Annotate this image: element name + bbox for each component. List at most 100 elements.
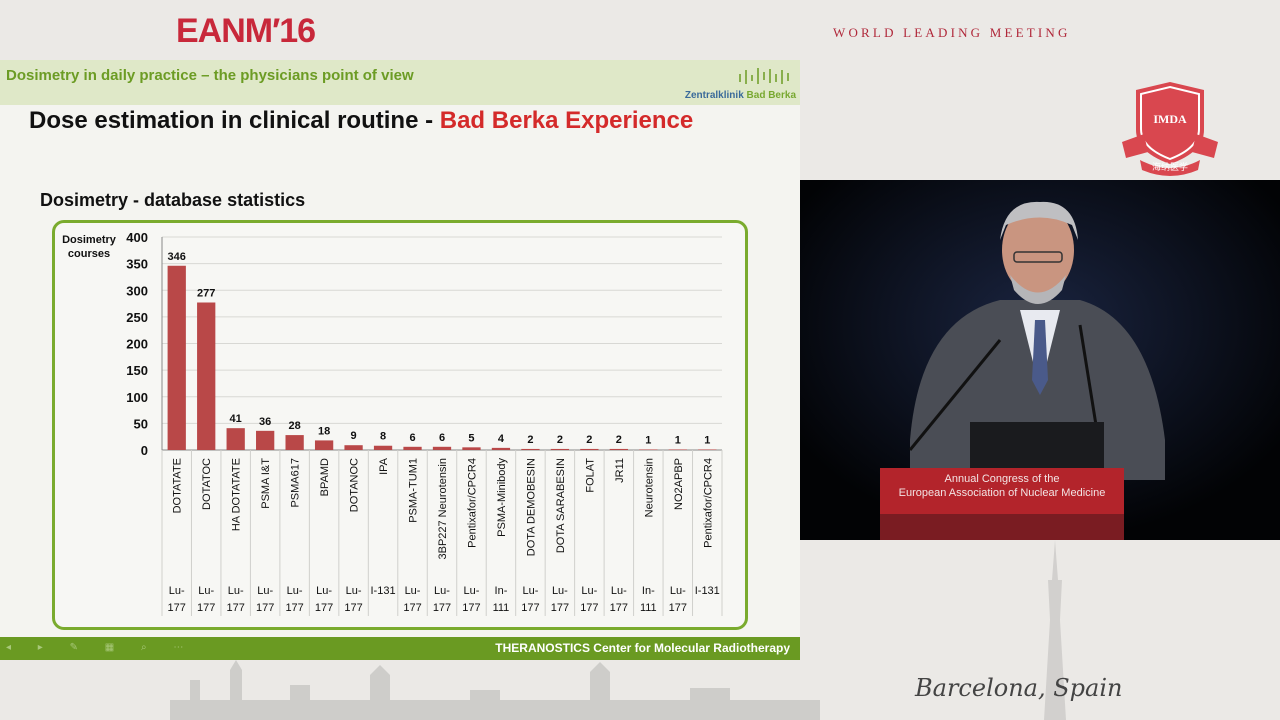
slide-nav-icons[interactable]: ◂ ▸ ✎ ▦ ⌕ ⋯ — [6, 642, 196, 653]
data-label-14: 2 — [557, 434, 563, 446]
category-label-8: IPA — [378, 457, 390, 475]
isotope-label-10-line1: Lu- — [434, 585, 450, 597]
isotope-label-10-line2: 177 — [433, 602, 451, 614]
data-label-5: 28 — [289, 420, 301, 432]
clinic-name-part2: Bad Berka — [746, 90, 796, 101]
data-label-6: 18 — [318, 425, 330, 437]
bar-5 — [285, 435, 304, 450]
eanm16-logo: EANM′16 — [176, 12, 316, 50]
y-tick-label-150: 150 — [126, 363, 148, 378]
isotope-label-3-line1: Lu- — [228, 585, 244, 597]
data-label-11: 5 — [468, 432, 474, 444]
isotope-label-1-line1: Lu- — [169, 585, 185, 597]
slide-footer: ◂ ▸ ✎ ▦ ⌕ ⋯ THERANOSTICS Center for Mole… — [0, 637, 800, 660]
bar-7 — [344, 445, 363, 450]
category-label-15: FOLAT — [584, 458, 596, 493]
category-label-1: DOTATATE — [172, 458, 184, 513]
category-label-5: PSMA617 — [290, 458, 302, 508]
bar-2 — [197, 302, 216, 450]
slide-title-highlight: Bad Berka Experience — [439, 107, 694, 134]
isotope-label-15-line1: Lu- — [581, 585, 597, 597]
data-label-16: 2 — [616, 434, 622, 446]
y-tick-label-200: 200 — [126, 337, 148, 352]
footer-text: THERANOSTICS Center for Molecular Radiot… — [495, 641, 790, 655]
category-label-2: DOTATOC — [201, 458, 213, 510]
isotope-label-7-line1: Lu- — [346, 585, 362, 597]
tower-graphic — [1044, 540, 1066, 720]
isotope-label-12-line1: In- — [495, 585, 508, 597]
bar-14 — [550, 448, 570, 450]
y-axis-label-line1: Dosimetry — [62, 234, 117, 246]
isotope-label-6-line1: Lu- — [316, 585, 332, 597]
isotope-label-15-line2: 177 — [580, 602, 598, 614]
category-label-10: 3BP227 Neurotensin — [437, 458, 449, 560]
bar-4 — [256, 430, 275, 450]
bar-8 — [373, 445, 393, 450]
category-label-7: DOTANOC — [349, 458, 361, 512]
clinic-logo-icon — [739, 68, 789, 84]
data-label-7: 9 — [351, 430, 357, 442]
isotope-label-18-line1: Lu- — [670, 585, 686, 597]
isotope-label-17-line2: 111 — [640, 602, 657, 614]
isotope-label-13-line2: 177 — [521, 602, 539, 614]
isotope-label-4-line1: Lu- — [257, 585, 273, 597]
category-label-16: JR11 — [614, 458, 626, 483]
event-tagline: WORLD LEADING MEETING — [833, 25, 1071, 40]
bar-12 — [491, 447, 511, 450]
bar-1 — [167, 265, 186, 450]
chart-subtitle: Dosimetry - database statistics — [40, 190, 306, 210]
category-label-6: BPAMD — [319, 458, 331, 496]
isotope-label-1-line2: 177 — [168, 602, 186, 614]
clinic-name-part1: Zentralklinik — [684, 90, 744, 101]
category-label-3: HA DOTATATE — [231, 458, 243, 531]
data-label-2: 277 — [197, 287, 215, 299]
data-label-17: 1 — [645, 434, 651, 446]
isotope-label-2-line1: Lu- — [198, 585, 214, 597]
data-label-9: 6 — [409, 432, 415, 444]
category-label-14: DOTA SARABESIN — [555, 458, 567, 553]
isotope-label-9-line1: Lu- — [405, 585, 421, 597]
isotope-label-8-line1: I-131 — [371, 585, 396, 597]
bar-13 — [521, 448, 540, 450]
category-label-13: DOTA DEMOBESIN — [525, 458, 537, 556]
data-label-13: 2 — [527, 434, 533, 446]
isotope-label-5-line1: Lu- — [287, 585, 303, 597]
isotope-label-11-line1: Lu- — [464, 585, 480, 597]
isotope-label-9-line2: 177 — [403, 602, 421, 614]
presentation-slide: Dosimetry in daily practice – the physic… — [0, 60, 800, 660]
data-label-12: 4 — [498, 433, 505, 445]
podium-sign-line1: Annual Congress of the — [944, 473, 1060, 485]
isotope-label-16-line1: Lu- — [611, 585, 627, 597]
category-label-12: PSMA-Minibody — [496, 458, 508, 537]
isotope-label-14-line1: Lu- — [552, 585, 568, 597]
clinic-name: Zentralklinik Bad Berka — [685, 90, 796, 101]
category-label-4: PSMA I&T — [260, 458, 272, 509]
bar-17 — [639, 449, 658, 450]
bar-16 — [609, 448, 628, 450]
isotope-label-5-line2: 177 — [285, 602, 303, 614]
isotope-label-4-line2: 177 — [256, 602, 274, 614]
laptop — [970, 422, 1104, 470]
imda-logo-text: IMDA — [1153, 112, 1187, 126]
category-label-11: Pentixafor/CPCR4 — [466, 458, 478, 548]
bar-3 — [226, 428, 245, 450]
isotope-label-19-line1: I-131 — [695, 585, 720, 597]
bar-15 — [580, 448, 599, 450]
slide-header-title: Dosimetry in daily practice – the physic… — [6, 67, 414, 84]
data-label-3: 41 — [230, 413, 242, 425]
data-label-8: 8 — [380, 431, 386, 443]
y-tick-label-100: 100 — [126, 390, 148, 405]
isotope-label-12-line2: 111 — [493, 602, 510, 614]
barcelona-skyline-graphic — [170, 660, 820, 720]
data-label-15: 2 — [586, 434, 592, 446]
category-label-9: PSMA-TUM1 — [408, 458, 420, 523]
y-tick-label-0: 0 — [141, 443, 148, 458]
slide-title-main: Dose estimation in clinical routine - — [29, 107, 440, 134]
isotope-label-11-line2: 177 — [462, 602, 480, 614]
isotope-label-18-line2: 177 — [669, 602, 687, 614]
data-label-19: 1 — [704, 434, 710, 446]
podium-sign: Annual Congress of the European Associat… — [880, 468, 1124, 514]
y-tick-label-300: 300 — [126, 283, 148, 298]
isotope-label-13-line1: Lu- — [522, 585, 538, 597]
bar-18 — [668, 449, 687, 450]
